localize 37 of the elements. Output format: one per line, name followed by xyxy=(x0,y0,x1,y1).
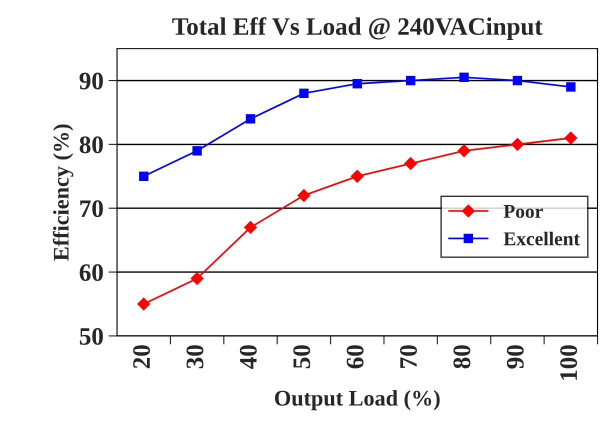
point xyxy=(246,114,256,124)
x-tick-label: 40 xyxy=(240,345,257,369)
x-tick-label: 80 xyxy=(453,345,470,368)
y-tick-label: 60 xyxy=(80,264,103,281)
x-axis-title: Output Load (%) xyxy=(275,390,440,410)
y-tick-label: 90 xyxy=(80,72,103,90)
x-tick-label: 100 xyxy=(560,345,578,380)
point xyxy=(350,170,364,183)
point xyxy=(297,189,310,202)
point xyxy=(352,79,362,88)
point xyxy=(139,172,148,181)
y-tick-label: 50 xyxy=(80,328,103,345)
legend-label: Poor xyxy=(504,205,543,218)
point xyxy=(406,76,416,86)
point xyxy=(244,220,257,234)
x-tick-label: 60 xyxy=(346,345,364,368)
legend-label: Excellent xyxy=(504,232,580,246)
point xyxy=(137,298,150,310)
y-tick-label: 80 xyxy=(80,136,103,154)
point xyxy=(299,88,309,98)
point xyxy=(192,146,202,156)
x-tick-label: 90 xyxy=(506,345,524,369)
x-tick-label: 50 xyxy=(293,345,310,368)
point xyxy=(458,144,470,158)
point xyxy=(511,138,524,151)
point xyxy=(190,272,204,285)
y-axis-title: Efficiency (%) xyxy=(52,124,74,261)
point xyxy=(404,157,418,170)
x-tick-label: 20 xyxy=(133,345,150,368)
chart-title: Total Eff Vs Load @ 240VACinput xyxy=(172,17,543,40)
y-tick-label: 70 xyxy=(80,200,103,218)
x-tick-label: 30 xyxy=(186,345,204,368)
point xyxy=(564,132,578,144)
point xyxy=(566,82,576,92)
x-tick-label: 70 xyxy=(400,345,417,368)
point xyxy=(512,76,522,86)
point xyxy=(459,72,469,82)
